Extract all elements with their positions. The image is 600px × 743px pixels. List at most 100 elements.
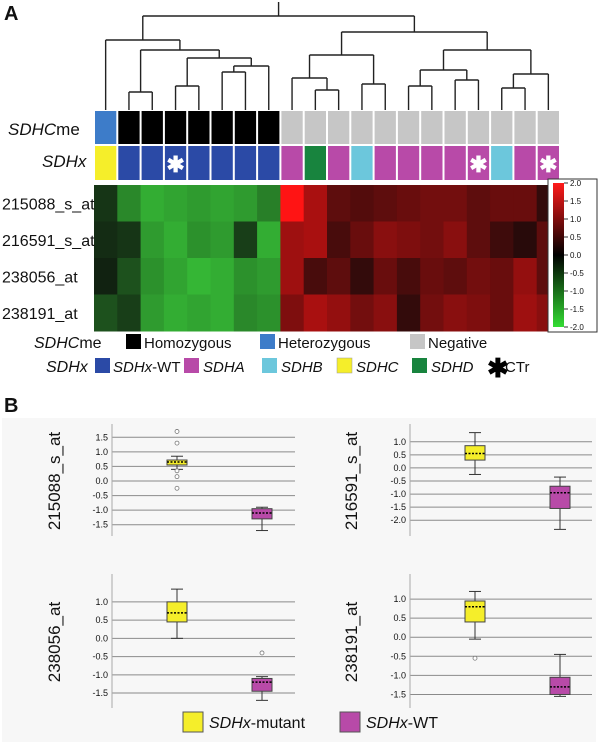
y-tick-label: -0.5 xyxy=(390,651,406,661)
heatmap-cell xyxy=(396,185,421,222)
probe-label: 238056_at xyxy=(2,269,78,286)
sdhx-cell xyxy=(211,146,233,180)
panel-a-label: A xyxy=(4,3,18,25)
panel-b-background xyxy=(2,418,596,742)
sdhx-cell xyxy=(281,146,303,180)
box-iqr xyxy=(464,600,486,623)
probe-axis-label: 215088_s_at xyxy=(45,432,64,531)
heatmap-cell xyxy=(187,258,211,295)
outlier-point xyxy=(259,650,265,656)
colorbar-tick-label: -1.5 xyxy=(570,305,584,314)
sdhx-cell xyxy=(444,146,466,180)
legend-mutant: SDHx-mutant xyxy=(209,715,306,732)
boxplot-panel: 1.0 0.5 0.0 -0.5 -1.0 -1.5 238056_at xyxy=(45,574,295,708)
heatmap-cell xyxy=(117,294,142,332)
annotation-rows: ✱ ✱ ✱ xyxy=(95,111,559,180)
heatmap-cell xyxy=(443,221,468,259)
box-iqr xyxy=(464,445,486,461)
y-tick-label: 0.5 xyxy=(393,613,406,623)
asterisk-icon: ✱ xyxy=(487,353,509,383)
legend-sdha: SDHA xyxy=(203,359,245,376)
outlier-point xyxy=(174,440,180,446)
heatmap-cell xyxy=(163,294,188,332)
heatmap-cell xyxy=(350,258,375,295)
heatmap-cell xyxy=(373,294,398,332)
heatmap-cell xyxy=(490,185,514,222)
y-tick-label: 1.0 xyxy=(95,597,108,607)
legend-swatch-homozygous xyxy=(126,334,141,349)
sdhc-me-cell xyxy=(467,111,490,144)
heatmap-cell xyxy=(327,185,351,222)
y-tick-label: -1.5 xyxy=(390,502,406,512)
probe-axis-label: 238191_at xyxy=(342,602,361,683)
box-wt xyxy=(549,476,571,530)
sdhx-cell xyxy=(234,146,257,180)
heatmap-cell xyxy=(233,221,258,259)
heatmap-cell xyxy=(94,294,118,332)
outlier-point xyxy=(174,468,180,474)
sdhx-cell xyxy=(421,146,443,180)
boxplot-panel: 1.0 0.5 0.0 -0.5 -1.0 -1.5 -2.0 216591_s_at xyxy=(342,424,592,536)
probe-labels: 215088_s_at 216591_s_at 238056_at 238191_at xyxy=(2,196,95,323)
boxplot-panel: 1.0 0.5 0.0 -0.5 -1.0 -1.5 238191_at xyxy=(342,574,592,708)
heatmap-cell xyxy=(117,258,142,295)
legend-swatch-wt xyxy=(339,711,361,733)
sdhc-me-cell xyxy=(304,111,326,144)
y-tick-label: -0.5 xyxy=(390,476,406,486)
heatmap-cell xyxy=(490,221,514,259)
sdhx-row-label: SDHx xyxy=(42,152,87,171)
box-mutant xyxy=(464,432,486,475)
sdhc-me-cell xyxy=(397,111,420,144)
y-tick-label: 0.5 xyxy=(95,615,108,625)
heatmap-cell xyxy=(257,185,281,222)
colorbar-tick-label: 2.0 xyxy=(570,179,582,188)
y-tick-label: -2.0 xyxy=(390,515,406,525)
legend-sdhc: SDHC xyxy=(356,359,399,376)
colorbar-tick-label: 1.5 xyxy=(570,197,582,206)
legend-swatch-negative xyxy=(410,334,425,349)
sdhc-me-cell xyxy=(258,111,280,144)
sdhc-me-cell xyxy=(95,111,117,144)
y-tick-label: 1.0 xyxy=(95,447,108,457)
heatmap-cell xyxy=(163,258,188,295)
sdhx-cell xyxy=(258,146,280,180)
box-iqr xyxy=(251,508,273,520)
sdhx-cell xyxy=(141,146,163,180)
heatmap-cell xyxy=(513,185,538,222)
heatmap-cell xyxy=(327,258,351,295)
colorbar xyxy=(553,183,564,327)
heatmap-cell xyxy=(303,185,328,222)
sdhc-me-cell xyxy=(514,111,536,144)
heatmap-cell xyxy=(420,185,444,222)
heatmap-cell xyxy=(466,258,491,295)
heatmap-cell xyxy=(350,185,375,222)
sdhc-me-cell xyxy=(211,111,233,144)
sdhx-cell xyxy=(514,146,536,180)
legend-swatch-mutant xyxy=(182,711,204,733)
legend-swatch-heterozygous xyxy=(260,334,275,349)
heatmap-cell xyxy=(303,221,328,259)
boxplot-panel: 1.5 1.0 0.5 0.0 -0.5 -1.0 -1.5 215088_s_at xyxy=(45,424,295,536)
heatmap-cell xyxy=(163,221,188,259)
heatmap-cell xyxy=(187,185,211,222)
heatmap-cell xyxy=(140,294,165,332)
box-iqr xyxy=(166,459,188,466)
box-wt xyxy=(549,653,571,697)
colorbar-tick-label: -1.0 xyxy=(570,287,584,296)
box-wt xyxy=(251,650,273,701)
y-tick-label: 0.0 xyxy=(393,463,406,473)
y-tick-label: 0.0 xyxy=(393,632,406,642)
heatmap-cell xyxy=(513,294,538,332)
box-iqr xyxy=(549,676,571,695)
ctr-asterisk-icon: ✱ xyxy=(469,152,487,177)
heatmap-cell xyxy=(490,258,514,295)
legend-sdhb: SDHB xyxy=(281,359,323,376)
sdhx-cell xyxy=(118,146,140,180)
sdhc-me-cell xyxy=(281,111,303,144)
heatmap-cell xyxy=(233,185,258,222)
heatmap-cell xyxy=(350,294,375,332)
outlier-point xyxy=(472,655,478,661)
legend-sdhc-me-label: SDHCme xyxy=(34,335,102,352)
panel-b-label: B xyxy=(4,395,18,417)
